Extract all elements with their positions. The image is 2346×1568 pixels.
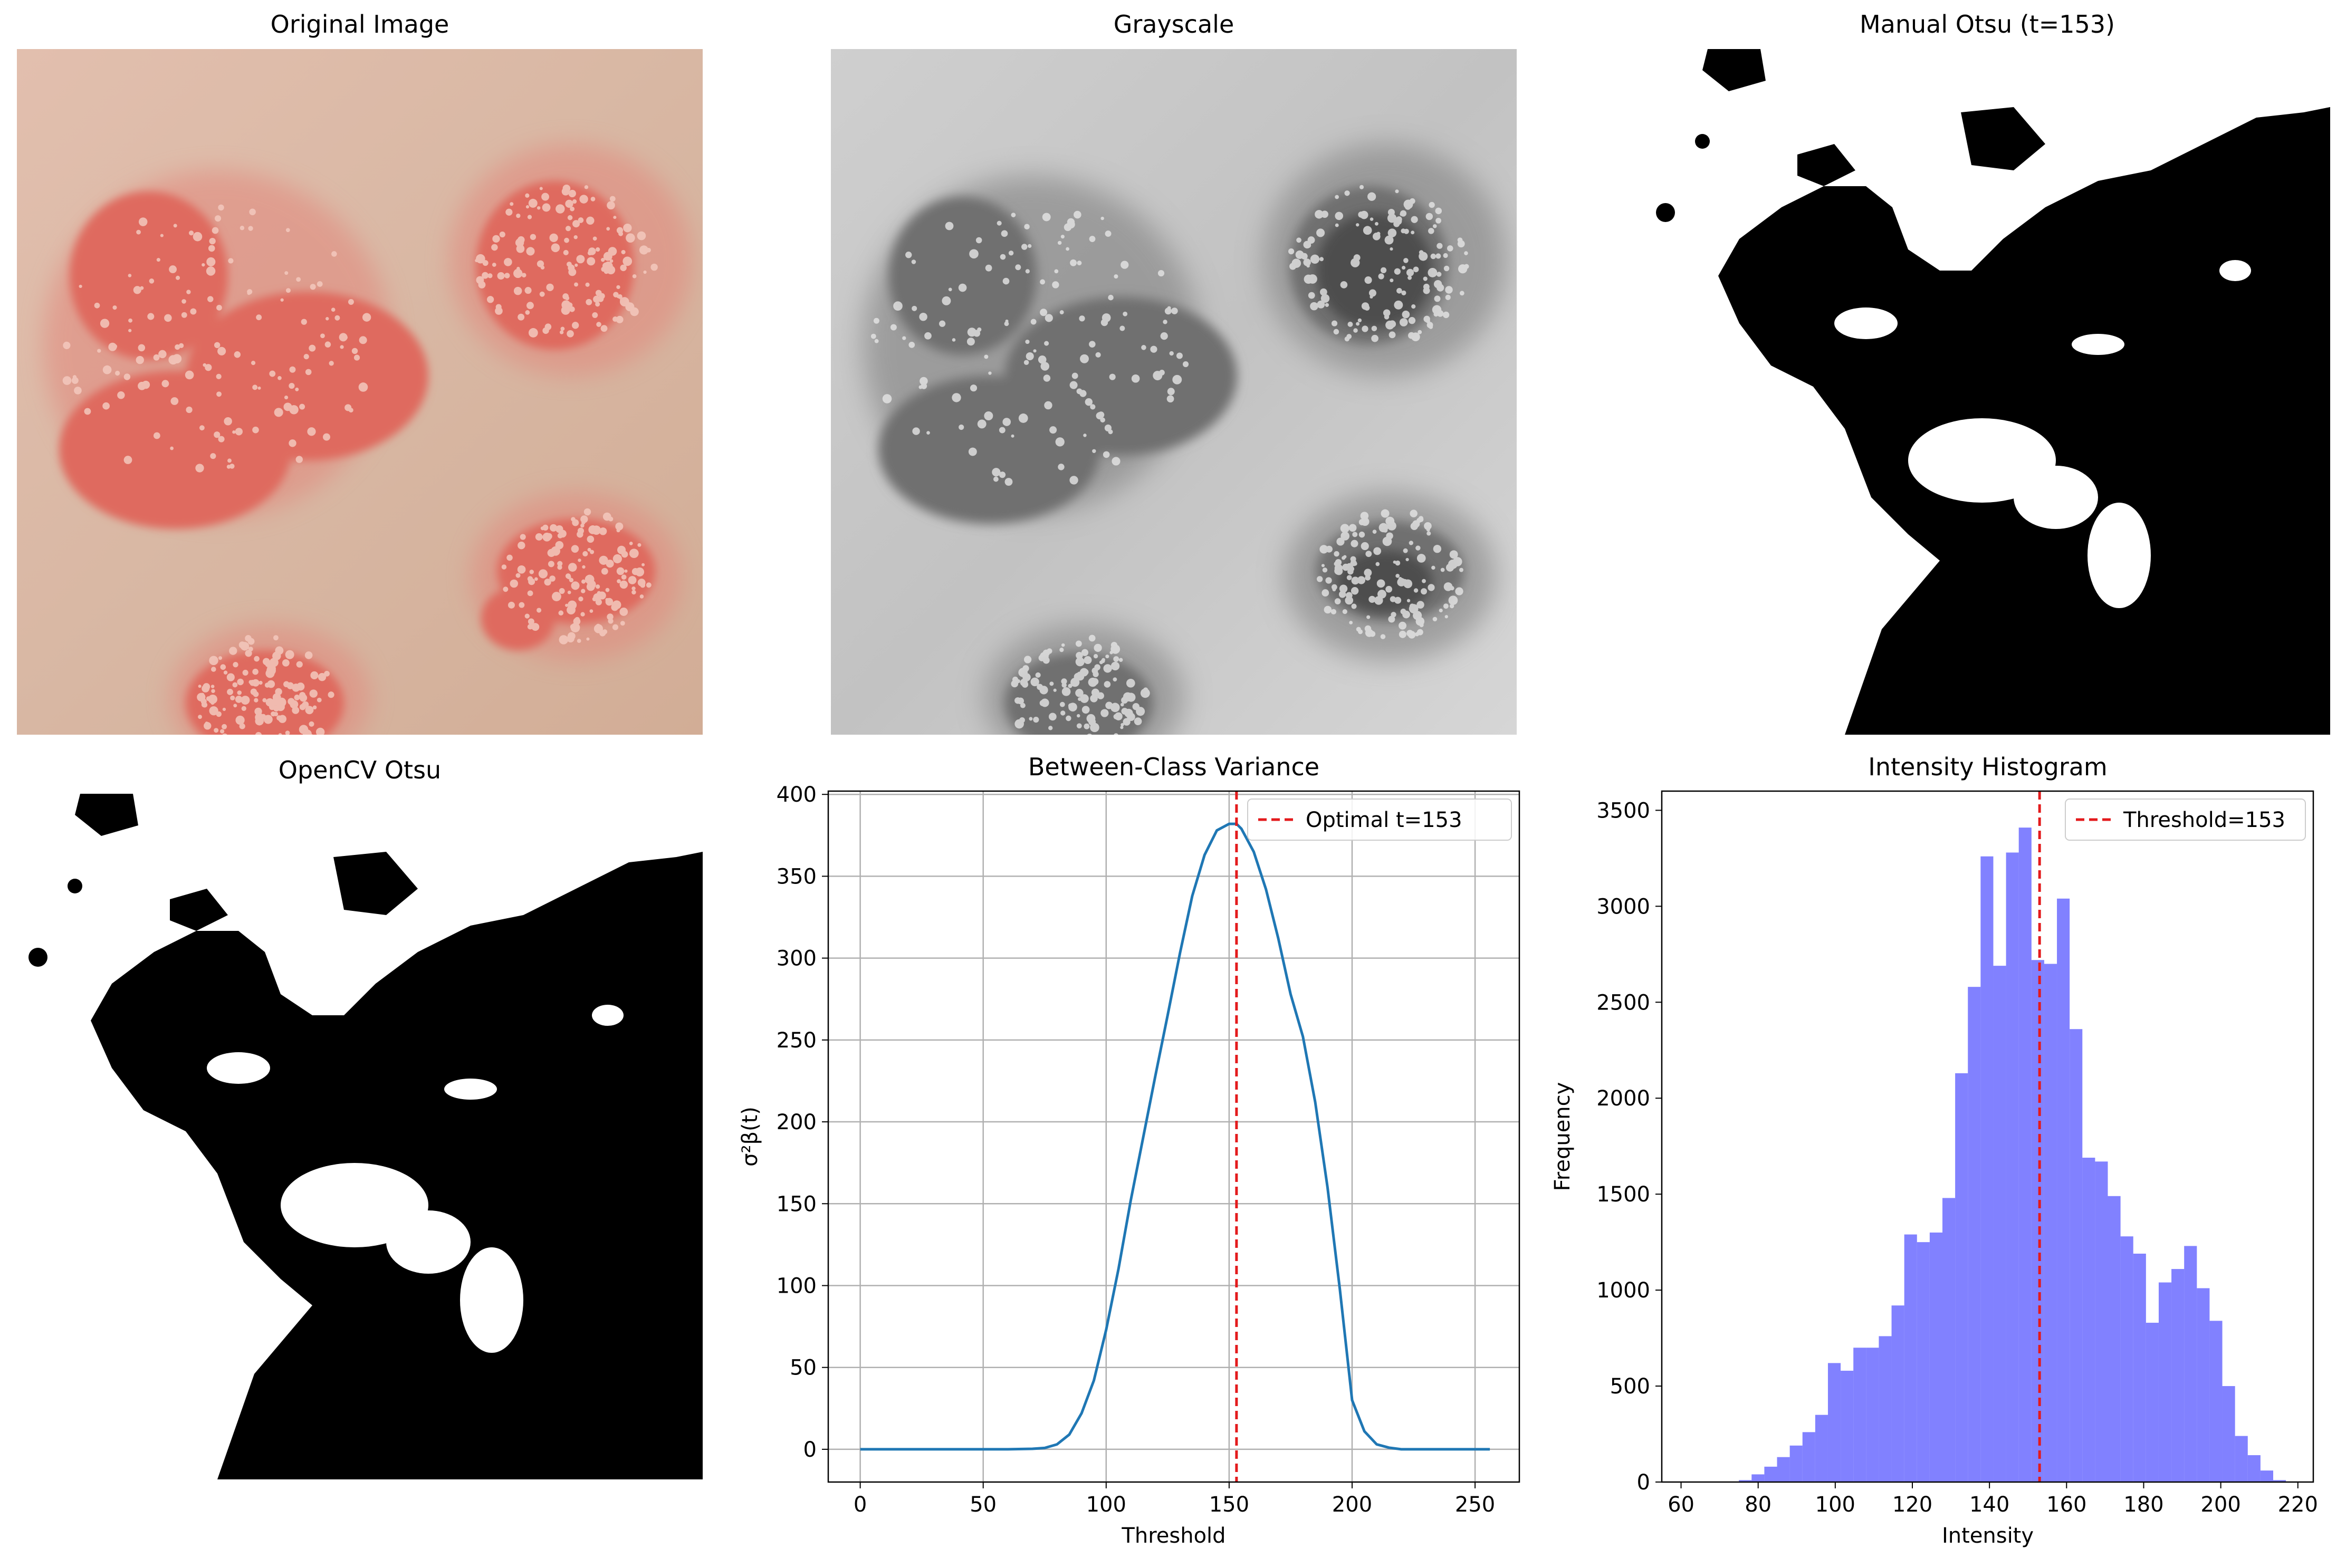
histogram-bar	[1802, 1432, 1815, 1482]
plot-area-frame	[1661, 790, 2314, 1483]
manual-otsu-title: Manual Otsu (t=153)	[1859, 10, 2115, 39]
y-tick-label: 350	[777, 864, 817, 889]
histogram-bar	[1739, 1480, 1752, 1482]
intensity-histogram-chart: Intensity Histogram 60 80 100 120 140 160 180 2…	[1550, 753, 2318, 1548]
histogram-bar	[2171, 1269, 2185, 1482]
histogram-bar	[2057, 898, 2070, 1482]
histogram-bar	[2184, 1246, 2197, 1482]
y-tick-label: 2000	[1596, 1086, 1650, 1111]
y-tick-label: 400	[777, 783, 817, 807]
legend: Threshold=153	[2065, 799, 2306, 841]
histogram-bar	[2247, 1455, 2261, 1482]
y-tick-label: 250	[777, 1028, 817, 1053]
histogram-bar	[2095, 1161, 2108, 1482]
histogram-bar	[2235, 1436, 2248, 1482]
histogram-bar	[2260, 1470, 2273, 1482]
y-tick-label: 3000	[1596, 894, 1650, 919]
histogram-bar	[2006, 852, 2019, 1482]
histogram-bar	[1904, 1234, 1917, 1482]
histogram-bar	[1764, 1466, 1777, 1482]
legend-label: Threshold=153	[2123, 808, 2285, 832]
x-axis-label: Threshold	[1121, 1524, 1225, 1548]
histogram-bar	[2273, 1480, 2286, 1482]
x-tick-label: 100	[1815, 1493, 1855, 1517]
plot-area-frame	[827, 790, 1520, 1483]
histogram-bar	[1815, 1415, 1828, 1482]
chart-title: Intensity Histogram	[1868, 753, 2107, 781]
histogram-bar	[2018, 828, 2032, 1482]
histogram-bar	[1841, 1370, 1854, 1482]
histogram-bar	[2222, 1386, 2235, 1482]
x-tick-label: 150	[1209, 1493, 1249, 1517]
legend-label: Optimal t=153	[1306, 808, 1462, 832]
x-tick-label: 200	[1332, 1493, 1372, 1517]
variance-series-line	[860, 822, 1490, 1451]
y-tick-label: 200	[777, 1110, 817, 1134]
y-tick-label: 0	[1637, 1470, 1650, 1495]
x-tick-label: 120	[1892, 1493, 1932, 1517]
original-image-title: Original Image	[270, 10, 449, 39]
histogram-bar	[1968, 987, 1981, 1482]
opencv-otsu-title: OpenCV Otsu	[278, 756, 442, 784]
y-tick-label: 50	[790, 1356, 817, 1380]
histogram-bar	[2158, 1282, 2172, 1482]
x-axis-label: Intensity	[1942, 1524, 2034, 1548]
y-tick-label: 2500	[1596, 990, 1650, 1015]
y-tick-label: 500	[1610, 1374, 1650, 1399]
histogram-bar	[1866, 1348, 1879, 1482]
x-tick-label: 250	[1455, 1493, 1495, 1517]
histogram-bar	[1879, 1336, 1892, 1482]
histogram-bar	[2108, 1196, 2121, 1482]
histogram-bar	[2133, 1253, 2146, 1482]
y-tick-label: 1000	[1596, 1278, 1650, 1303]
y-axis-label: Frequency	[1550, 1082, 1575, 1191]
histogram-bar	[1853, 1348, 1866, 1482]
grayscale-title: Grayscale	[1113, 10, 1234, 39]
y-tick-label: 150	[777, 1192, 817, 1216]
legend: Optimal t=153	[1247, 799, 1512, 841]
histogram-bar	[1751, 1474, 1765, 1482]
x-tick-label: 60	[1668, 1493, 1694, 1517]
histogram-bar	[1955, 1073, 1968, 1482]
x-tick-label: 80	[1745, 1493, 1772, 1517]
histogram-bar	[2146, 1322, 2159, 1482]
x-tick-label: 180	[2123, 1493, 2163, 1517]
histogram-bar	[1917, 1242, 1930, 1482]
between-class-variance-chart: Between-Class Variance 0 50 100 150 200 250 0 5…	[738, 753, 1520, 1548]
histogram-bar	[1777, 1457, 1790, 1482]
histogram-bar	[1929, 1232, 1942, 1482]
original-image	[17, 49, 703, 735]
histogram-bar	[2044, 964, 2057, 1482]
x-tick-label: 0	[854, 1493, 867, 1517]
histogram-bar	[2197, 1288, 2210, 1482]
x-tick-label: 220	[2278, 1493, 2318, 1517]
histogram-bar	[2070, 1029, 2083, 1482]
histogram-bar	[1980, 856, 1994, 1482]
x-tick-label: 100	[1086, 1493, 1126, 1517]
y-tick-label: 3500	[1596, 799, 1650, 823]
y-axis-label: σ²β(t)	[738, 1107, 762, 1167]
x-tick-label: 140	[1969, 1493, 2009, 1517]
histogram-bar	[1942, 1198, 1956, 1482]
x-tick-label: 160	[2046, 1493, 2086, 1517]
grayscale-image	[831, 49, 1517, 735]
x-tick-label: 200	[2200, 1493, 2240, 1517]
chart-title: Between-Class Variance	[1028, 753, 1319, 781]
histogram-bar	[1827, 1363, 1841, 1482]
histogram-bar	[2082, 1158, 2095, 1482]
y-tick-label: 300	[777, 947, 817, 971]
y-tick-label: 1500	[1596, 1182, 1650, 1207]
y-tick-label: 0	[803, 1438, 817, 1462]
y-tick-label: 100	[777, 1274, 817, 1298]
manual-otsu-mask	[1644, 49, 2330, 735]
histogram-bar	[1993, 966, 2006, 1482]
histogram-bar	[2209, 1321, 2223, 1482]
histogram-bar	[1891, 1305, 1904, 1482]
histogram-bar	[1789, 1445, 1803, 1482]
histogram-bar	[2031, 960, 2044, 1482]
opencv-otsu-mask	[17, 794, 703, 1479]
x-tick-label: 50	[970, 1493, 997, 1517]
histogram-bar	[2120, 1236, 2133, 1482]
